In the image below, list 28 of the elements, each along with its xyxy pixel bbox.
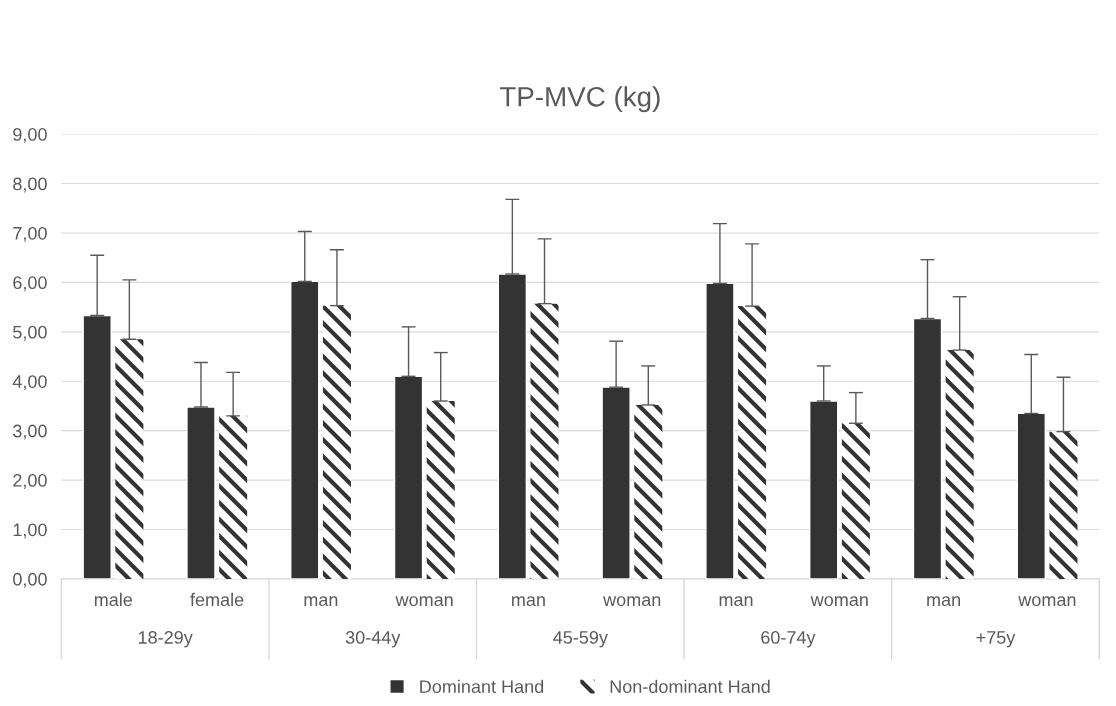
text: 45-59y bbox=[553, 631, 608, 648]
x-tick-label: male bbox=[94, 592, 133, 607]
y-tick-label: 3,00 bbox=[13, 424, 47, 440]
y-tick-label: 5,00 bbox=[13, 325, 47, 341]
x-tick-label: man bbox=[304, 596, 338, 607]
y-tick-label: 2,00 bbox=[13, 474, 47, 489]
legend-label: Dominant Hand bbox=[420, 679, 544, 694]
y-tick-label: 7,00 bbox=[13, 226, 47, 242]
text: 60-74y bbox=[761, 631, 816, 648]
y-tick-label: 1,00 bbox=[13, 523, 47, 539]
x-tick-label: woman bbox=[1018, 596, 1076, 607]
y-tick-label: 9,00 bbox=[13, 128, 47, 143]
y-tick-label: 6,00 bbox=[13, 276, 47, 292]
x-tick-label: man bbox=[512, 596, 545, 607]
x-tick-label: man bbox=[927, 596, 960, 607]
y-tick-label: 8,00 bbox=[13, 177, 47, 193]
y-tick-label: 4,00 bbox=[12, 375, 47, 391]
x-tick-label: female bbox=[190, 592, 244, 607]
text: 18-29y bbox=[138, 631, 193, 648]
text: 30-44y bbox=[345, 631, 401, 648]
y-tick-label: 0,00 bbox=[13, 572, 47, 588]
legend-label: Non-dominant Hand bbox=[610, 679, 770, 694]
x-tick-label: woman bbox=[395, 596, 453, 607]
x-tick-label: woman bbox=[603, 596, 661, 607]
chart-title: TP-MVC (kg) bbox=[499, 86, 660, 113]
text: +75y bbox=[976, 631, 1016, 648]
x-tick-label: woman bbox=[810, 596, 868, 607]
x-tick-label: man bbox=[719, 596, 753, 607]
